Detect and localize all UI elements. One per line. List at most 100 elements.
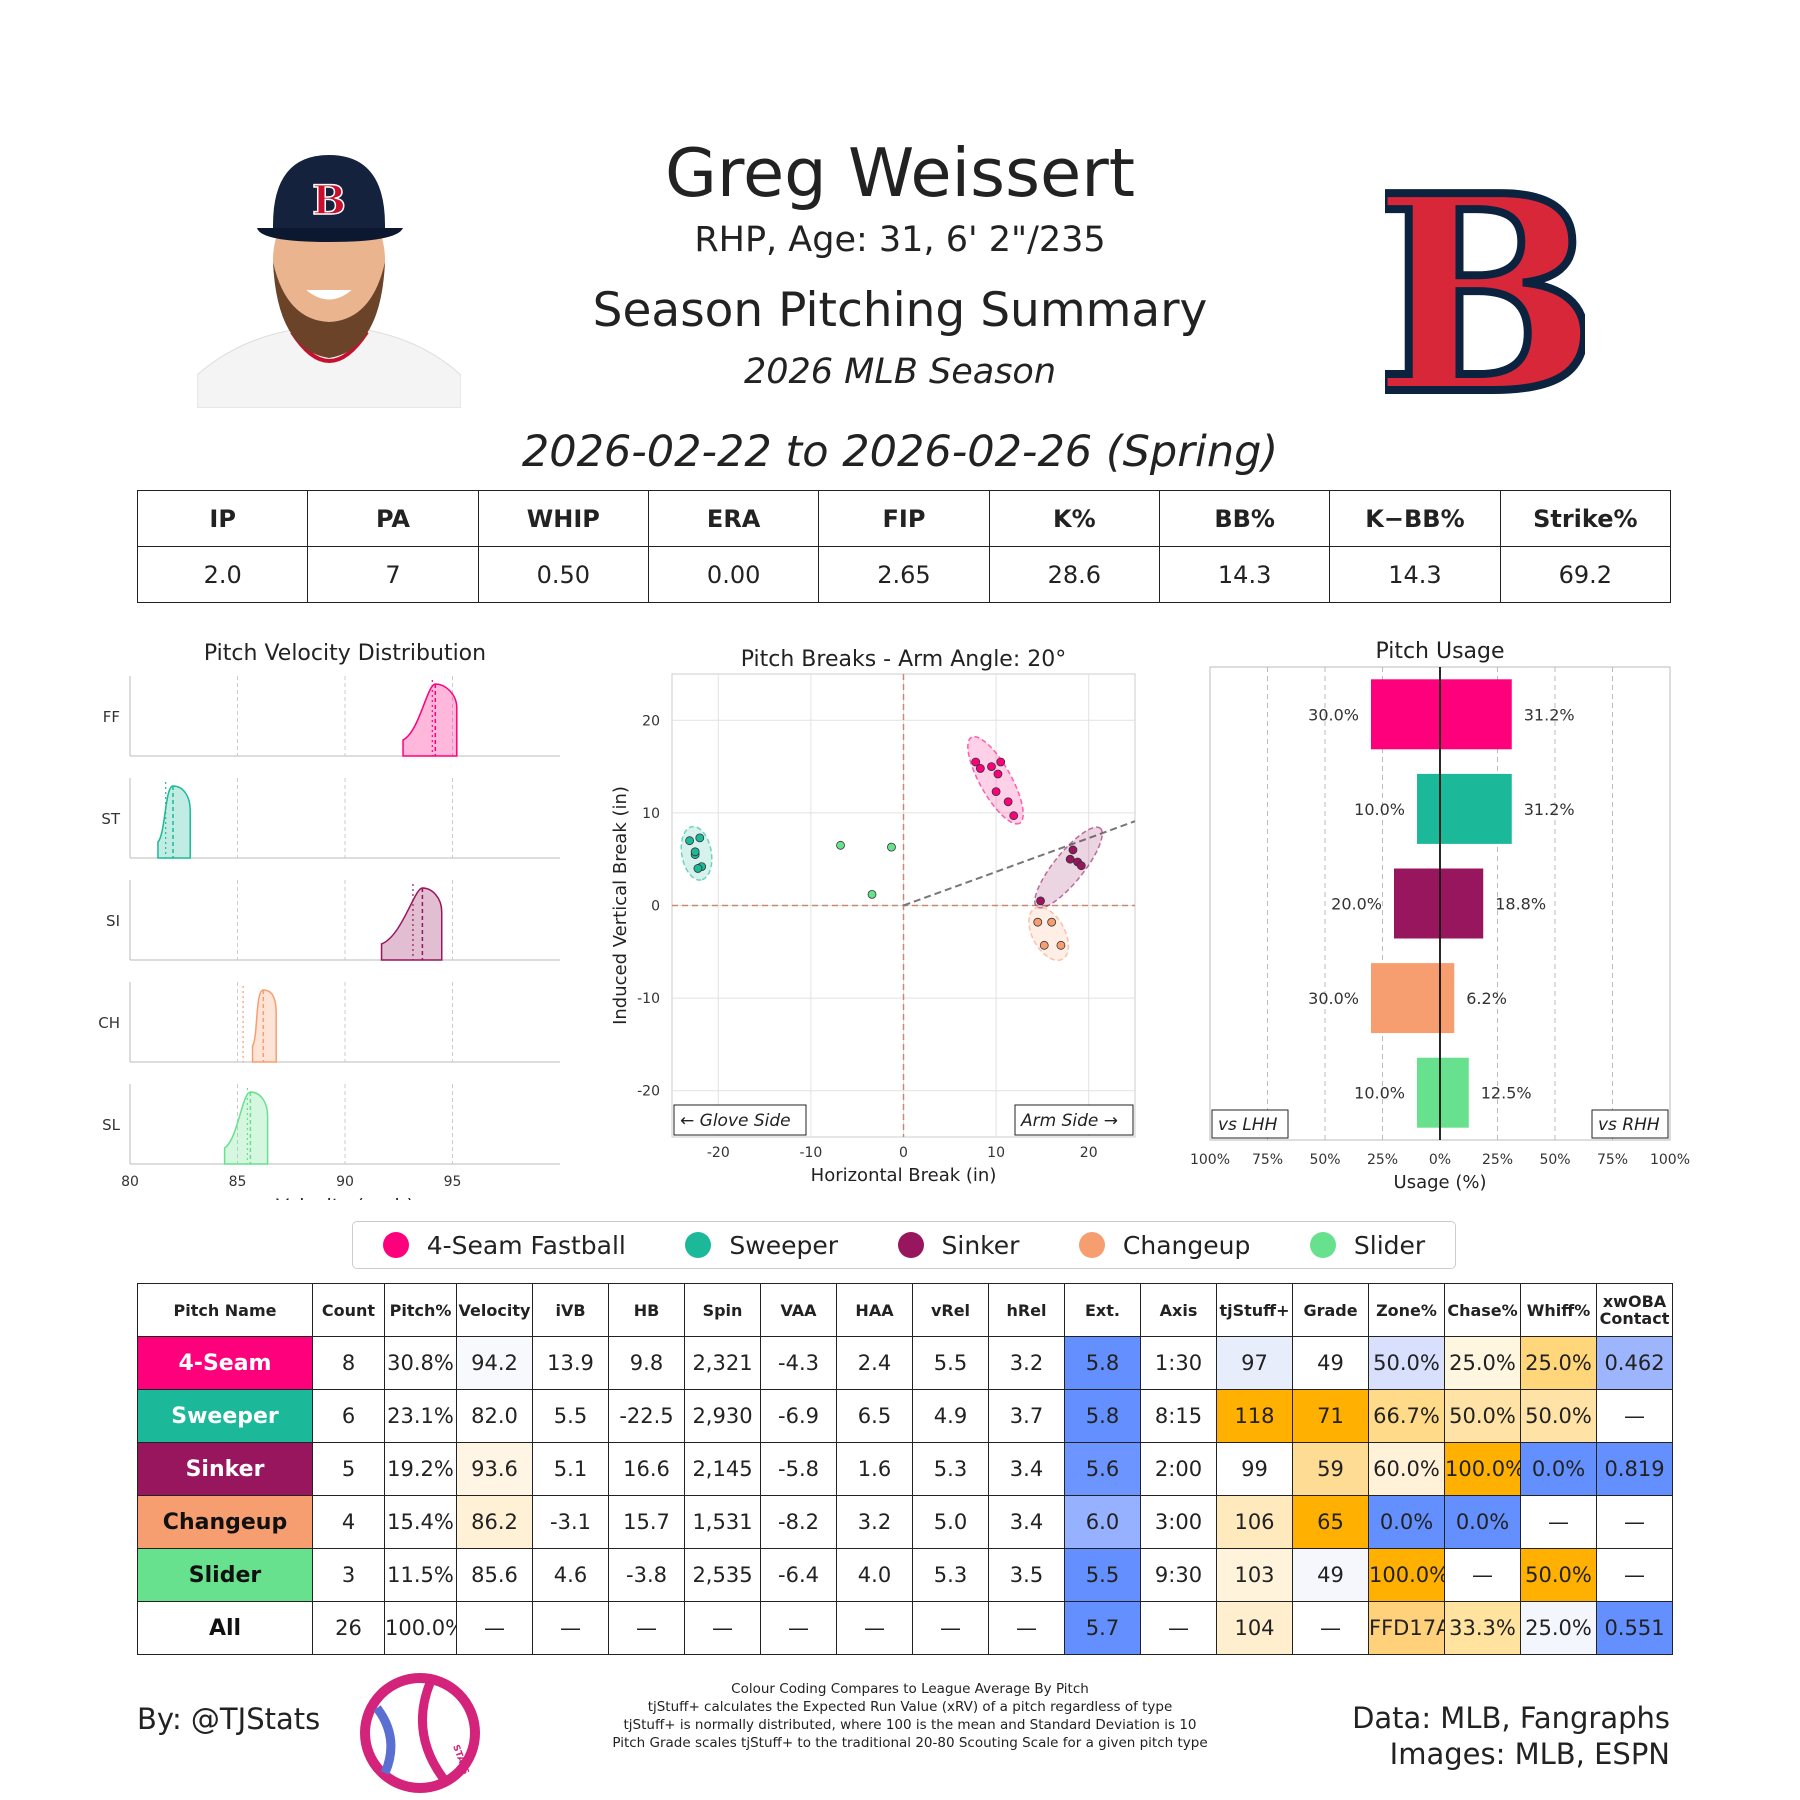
break-point-ch bbox=[1056, 940, 1066, 950]
velocity-density-si bbox=[380, 887, 443, 961]
stat-value: 2.0 bbox=[136, 546, 309, 603]
pitch-table-cell: 3.7 bbox=[988, 1389, 1065, 1443]
pitch-table-cell: 59 bbox=[1292, 1442, 1369, 1496]
break-x-tick: 10 bbox=[987, 1145, 1005, 1161]
pitch-table-cell: 0.819 bbox=[1596, 1442, 1673, 1496]
usage-bar-rhh-ff bbox=[1440, 679, 1512, 750]
pitch-table-cell: 1.6 bbox=[836, 1442, 913, 1496]
pitch-table-cell: 0.0% bbox=[1444, 1495, 1521, 1549]
velocity-row-ff: FF bbox=[103, 676, 560, 757]
velocity-distribution-chart: Pitch Velocity Distribution FF ST SI CH SL 80 8… bbox=[98, 641, 560, 1200]
pitch-table-cell: 19.2% bbox=[384, 1442, 457, 1496]
pitch-table-cell: 3:00 bbox=[1140, 1495, 1217, 1549]
pitch-table-cell: 5.3 bbox=[912, 1442, 989, 1496]
pitch-table-cell: 4.6 bbox=[532, 1548, 609, 1602]
pitch-name-cell: Sinker bbox=[137, 1442, 313, 1496]
legend-item-sl: Slider bbox=[1309, 1230, 1426, 1260]
stat-header: K% bbox=[988, 490, 1160, 547]
glove-side-box: ← Glove Side bbox=[673, 1104, 807, 1136]
break-x-tick: -10 bbox=[799, 1145, 822, 1161]
glove-side-frame bbox=[673, 1104, 807, 1136]
velocity-row-label: ST bbox=[101, 810, 121, 828]
pitch-table-cell: 1,531 bbox=[684, 1495, 761, 1549]
pitch-table-cell: 103 bbox=[1216, 1548, 1293, 1602]
usage-tick-label: 50% bbox=[1309, 1152, 1340, 1168]
stat-header: IP bbox=[136, 490, 309, 547]
usage-bar-rhh-si bbox=[1440, 868, 1484, 939]
pitch-table-cell: 5.6 bbox=[1064, 1442, 1141, 1496]
pitch-table-cell: 23.1% bbox=[384, 1389, 457, 1443]
pitch-table-cell: 6.0 bbox=[1064, 1495, 1141, 1549]
usage-label-rhh: 31.2% bbox=[1524, 800, 1575, 819]
stat-header: WHIP bbox=[477, 490, 649, 547]
break-point-ch bbox=[1039, 940, 1049, 950]
pitch-table-cell: 25.0% bbox=[1444, 1336, 1521, 1390]
pitch-table-cell: 33.3% bbox=[1444, 1601, 1521, 1655]
legend-item-ff: 4-Seam Fastball bbox=[382, 1231, 626, 1260]
usage-tick-label: 75% bbox=[1252, 1152, 1283, 1168]
pitch-table-header: Whiff% bbox=[1520, 1283, 1597, 1337]
velocity-density-sl bbox=[223, 1091, 269, 1165]
pitch-table-cell: 2:00 bbox=[1140, 1442, 1217, 1496]
stat-value: 0.00 bbox=[647, 546, 820, 603]
usage-bar-rhh-ch bbox=[1440, 963, 1455, 1034]
pitch-table-header: vRel bbox=[912, 1283, 989, 1337]
pitch-table-cell: 3.2 bbox=[988, 1336, 1065, 1390]
pitch-table-cell: 94.2 bbox=[456, 1336, 533, 1390]
pitch-table-cell: 11.5% bbox=[384, 1548, 457, 1602]
pitch-table-cell: 3.5 bbox=[988, 1548, 1065, 1602]
pitch-legend: 4-Seam Fastball Sweeper Sinker Changeup … bbox=[352, 1221, 1456, 1269]
legend-item-st: Sweeper bbox=[685, 1231, 838, 1260]
usage-tick-label: 0% bbox=[1429, 1152, 1451, 1168]
break-point-ff bbox=[991, 787, 1001, 797]
vs-rhh-label: vs RHH bbox=[1598, 1115, 1660, 1135]
velocity-tick-label: 95 bbox=[444, 1174, 462, 1190]
pitch-table-cell: — bbox=[912, 1601, 989, 1655]
pitch-table-header: Pitch% bbox=[384, 1283, 457, 1337]
pitch-table-cell: 5.1 bbox=[532, 1442, 609, 1496]
velocity-tick-label: 85 bbox=[229, 1174, 247, 1190]
pitch-table-cell: — bbox=[1292, 1601, 1369, 1655]
legend-dot bbox=[382, 1232, 409, 1258]
pitch-table-cell: 5.7 bbox=[1064, 1601, 1141, 1655]
break-point-si bbox=[1068, 845, 1078, 855]
pitch-table-header: iVB bbox=[532, 1283, 609, 1337]
pitch-table-cell: 6.5 bbox=[836, 1389, 913, 1443]
pitch-table-row: Changeup 4 15.4% 86.2 -3.1 15.7 1,531 -8.2 3.2 5.… bbox=[137, 1495, 1673, 1549]
pitch-table-cell: 118 bbox=[1216, 1389, 1293, 1443]
pitch-table-cell: -4.3 bbox=[760, 1336, 837, 1390]
arm-angle-line bbox=[903, 820, 1136, 907]
velocity-tick-label: 80 bbox=[121, 1174, 139, 1190]
color-coding-notes: Colour Coding Compares to League Average… bbox=[570, 1680, 1250, 1752]
usage-tick-label: 100% bbox=[1190, 1152, 1230, 1168]
legend-item-si: Sinker bbox=[897, 1231, 1019, 1260]
pitch-table-cell: 15.7 bbox=[608, 1495, 685, 1549]
velocity-x-axis-label: Velocity (mph) bbox=[276, 1195, 414, 1200]
stat-value: 14.3 bbox=[1158, 546, 1331, 603]
stat-value: 28.6 bbox=[988, 546, 1160, 603]
note-line: tjStuff+ is normally distributed, where … bbox=[623, 1717, 1197, 1733]
velocity-row-label: CH bbox=[98, 1014, 120, 1032]
glove-side-label: ← Glove Side bbox=[680, 1111, 791, 1131]
legend-dot bbox=[685, 1232, 712, 1258]
break-point-ff bbox=[987, 762, 996, 771]
cap-logo-text: B bbox=[312, 177, 346, 224]
stat-header: PA bbox=[307, 490, 479, 547]
break-point-st bbox=[685, 836, 694, 846]
velocity-row-sl: SL bbox=[102, 1084, 560, 1165]
usage-bar-rhh-st bbox=[1440, 773, 1512, 844]
pitch-table-cell: 0.462 bbox=[1596, 1336, 1673, 1390]
velocity-row-label: SL bbox=[102, 1116, 121, 1134]
pitch-name-cell: Sweeper bbox=[137, 1389, 313, 1443]
pitch-table-cell: 85.6 bbox=[456, 1548, 533, 1602]
pitch-table-cell: — bbox=[1444, 1548, 1521, 1602]
pitch-name-cell: All bbox=[137, 1601, 313, 1655]
pitch-table-cell: 0.551 bbox=[1596, 1601, 1673, 1655]
usage-x-axis-label: Usage (%) bbox=[1394, 1172, 1487, 1193]
legend-label: Slider bbox=[1353, 1230, 1426, 1260]
usage-bar-lhh-sl bbox=[1417, 1057, 1440, 1128]
velocity-row-label: FF bbox=[103, 708, 120, 726]
pitch-table-header: Count bbox=[312, 1283, 385, 1337]
break-y-tick: 20 bbox=[642, 713, 660, 729]
stat-value: 0.50 bbox=[477, 546, 649, 603]
